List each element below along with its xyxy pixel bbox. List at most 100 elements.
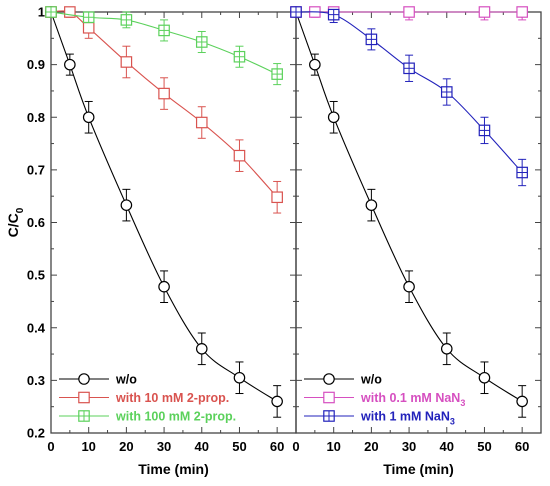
data-point <box>403 6 415 18</box>
data-point-box <box>82 21 95 34</box>
legend-swatch-marker-box <box>323 391 335 404</box>
data-point <box>120 56 133 68</box>
series-line <box>50 11 278 402</box>
data-point <box>195 36 208 48</box>
data-point-box <box>478 6 491 18</box>
y-tick-label: 0.6 <box>27 215 45 230</box>
data-point-box <box>233 149 246 162</box>
legend-label: with 100 mM 2-prop. <box>115 410 236 424</box>
x-tick-label: 10 <box>81 439 95 454</box>
series-1-2 <box>290 6 528 187</box>
plot-frame <box>50 11 297 434</box>
y-tick-label: 0.4 <box>27 320 46 335</box>
legend-item: with 10 mM 2-prop. <box>59 391 229 405</box>
data-point <box>82 111 95 124</box>
data-point <box>82 11 95 24</box>
y-tick-label: 0.7 <box>27 162 45 177</box>
x-tick-label: 20 <box>364 439 378 454</box>
x-tick-label: 0 <box>47 439 54 454</box>
x-tick-label: 20 <box>119 439 133 454</box>
x-tick-label: 30 <box>157 439 171 454</box>
y-tick-label: 0.8 <box>27 110 45 125</box>
data-point <box>82 21 95 34</box>
data-point-box <box>271 191 283 204</box>
plot-frame <box>295 11 542 434</box>
data-point <box>478 124 491 137</box>
data-point <box>233 149 246 162</box>
data-point <box>309 58 321 71</box>
x-axis-title: Time (min) <box>138 461 209 477</box>
legend-label: with 1 mM NaN3 <box>360 410 455 427</box>
legend: w/o with 10 mM 2-prop. with 100 mM 2-prop. <box>59 373 236 424</box>
legend-label: w/o <box>360 373 382 387</box>
legend-item: with 1 mM NaN3 <box>304 410 455 427</box>
legend-swatch-marker <box>323 410 335 422</box>
legend-item: with 100 mM 2-prop. <box>59 410 236 424</box>
legend-label: with 10 mM 2-prop. <box>115 391 229 405</box>
x-tick-label: 30 <box>402 439 416 454</box>
data-point <box>233 50 246 63</box>
x-axis-title: Time (min) <box>383 461 454 477</box>
data-point <box>195 342 208 355</box>
y-axis-title: C/C0 <box>5 207 26 237</box>
legend-item: w/o <box>59 373 137 387</box>
data-point <box>120 14 133 26</box>
x-tick-label: 40 <box>440 439 454 454</box>
legend-item: w/o <box>304 373 382 387</box>
x-tick-label: 10 <box>326 439 340 454</box>
data-point-box <box>195 116 208 129</box>
data-point <box>478 6 491 18</box>
data-point <box>327 111 340 124</box>
data-point-box <box>158 87 170 100</box>
y-tick-label: 0.5 <box>27 268 45 283</box>
data-point <box>195 116 208 129</box>
data-point <box>440 342 453 355</box>
chart-panel-left: 0 10 20 30 40 50 60 0.2 0.3 0.4 0.5 0.6 0.7 0.8 0.9 1 Ti… <box>5 5 297 477</box>
legend-swatch-marker <box>78 373 90 385</box>
x-tick-label: 50 <box>477 439 491 454</box>
legend-swatch-marker <box>323 391 335 404</box>
y-tick-label: 1 <box>38 5 45 20</box>
series-line <box>295 11 523 173</box>
data-point <box>64 6 76 18</box>
data-point <box>440 86 453 98</box>
data-point <box>271 68 283 80</box>
data-point <box>327 8 340 21</box>
legend-label: w/o <box>115 373 137 387</box>
data-point-box <box>516 6 528 18</box>
data-point <box>158 280 170 293</box>
x-tick-label: 50 <box>232 439 246 454</box>
data-point <box>290 6 302 18</box>
series-line <box>295 11 523 402</box>
data-point-box <box>403 6 415 18</box>
data-point <box>403 62 415 75</box>
data-point <box>233 371 246 384</box>
data-point <box>158 24 170 37</box>
series-0-0 <box>45 6 283 418</box>
data-point <box>365 33 378 46</box>
data-point <box>271 191 283 204</box>
data-point <box>271 395 283 408</box>
series-0-1 <box>45 6 283 214</box>
data-point <box>403 280 415 293</box>
data-point <box>516 166 528 179</box>
x-tick-label: 60 <box>515 439 529 454</box>
y-tick-label: 0.3 <box>27 373 45 388</box>
data-point <box>478 371 491 384</box>
data-point-box <box>64 6 76 18</box>
legend-label: with 0.1 mM NaN3 <box>360 391 465 408</box>
y-tick-label: 0.9 <box>27 57 45 72</box>
data-point <box>365 199 378 211</box>
data-point <box>158 87 170 100</box>
data-point <box>516 6 528 18</box>
data-point-box <box>120 56 133 68</box>
legend-item: with 0.1 mM NaN3 <box>304 391 465 408</box>
legend-swatch-marker-box <box>78 391 90 404</box>
legend-swatch-marker <box>78 410 90 422</box>
legend: w/o with 0.1 mM NaN3 with 1 mM NaN3 <box>304 373 465 427</box>
y-tick-label: 0.2 <box>27 426 45 441</box>
data-point <box>516 395 528 408</box>
data-point <box>64 58 76 71</box>
